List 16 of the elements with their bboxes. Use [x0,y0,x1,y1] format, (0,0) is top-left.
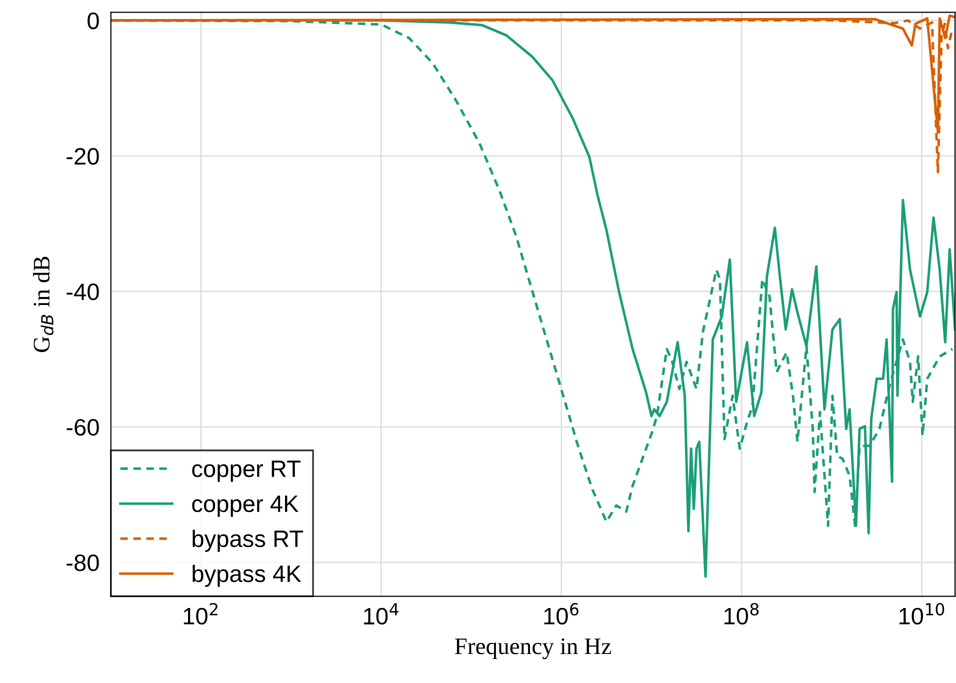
x-tick-label: 10$^{6}$ [544,602,578,625]
x-tick-label: 10$^{8}$ [724,602,759,625]
y-tick-label: -40 [66,283,99,300]
y-axis-title: G$_{dB}$ in dB [32,256,54,352]
y-tick-label: -60 [66,418,99,436]
legend-label: copper 4K [192,496,299,517]
x-tick-label: 10$^{4}$ [364,603,398,625]
y-tick-label: -20 [66,148,99,165]
legend-label: bypass RT [192,530,304,552]
legend-label: bypass 4K [192,564,302,587]
x-tick-label: 10$^{10}$ [899,602,944,625]
x-tick-label: 10$^{2}$ [184,602,218,625]
x-axis-title: Frequency in Hz [454,638,611,660]
y-tick-label: 0 [88,12,99,30]
y-tick-label: -80 [66,554,99,572]
legend-label: copper RT [192,460,300,482]
